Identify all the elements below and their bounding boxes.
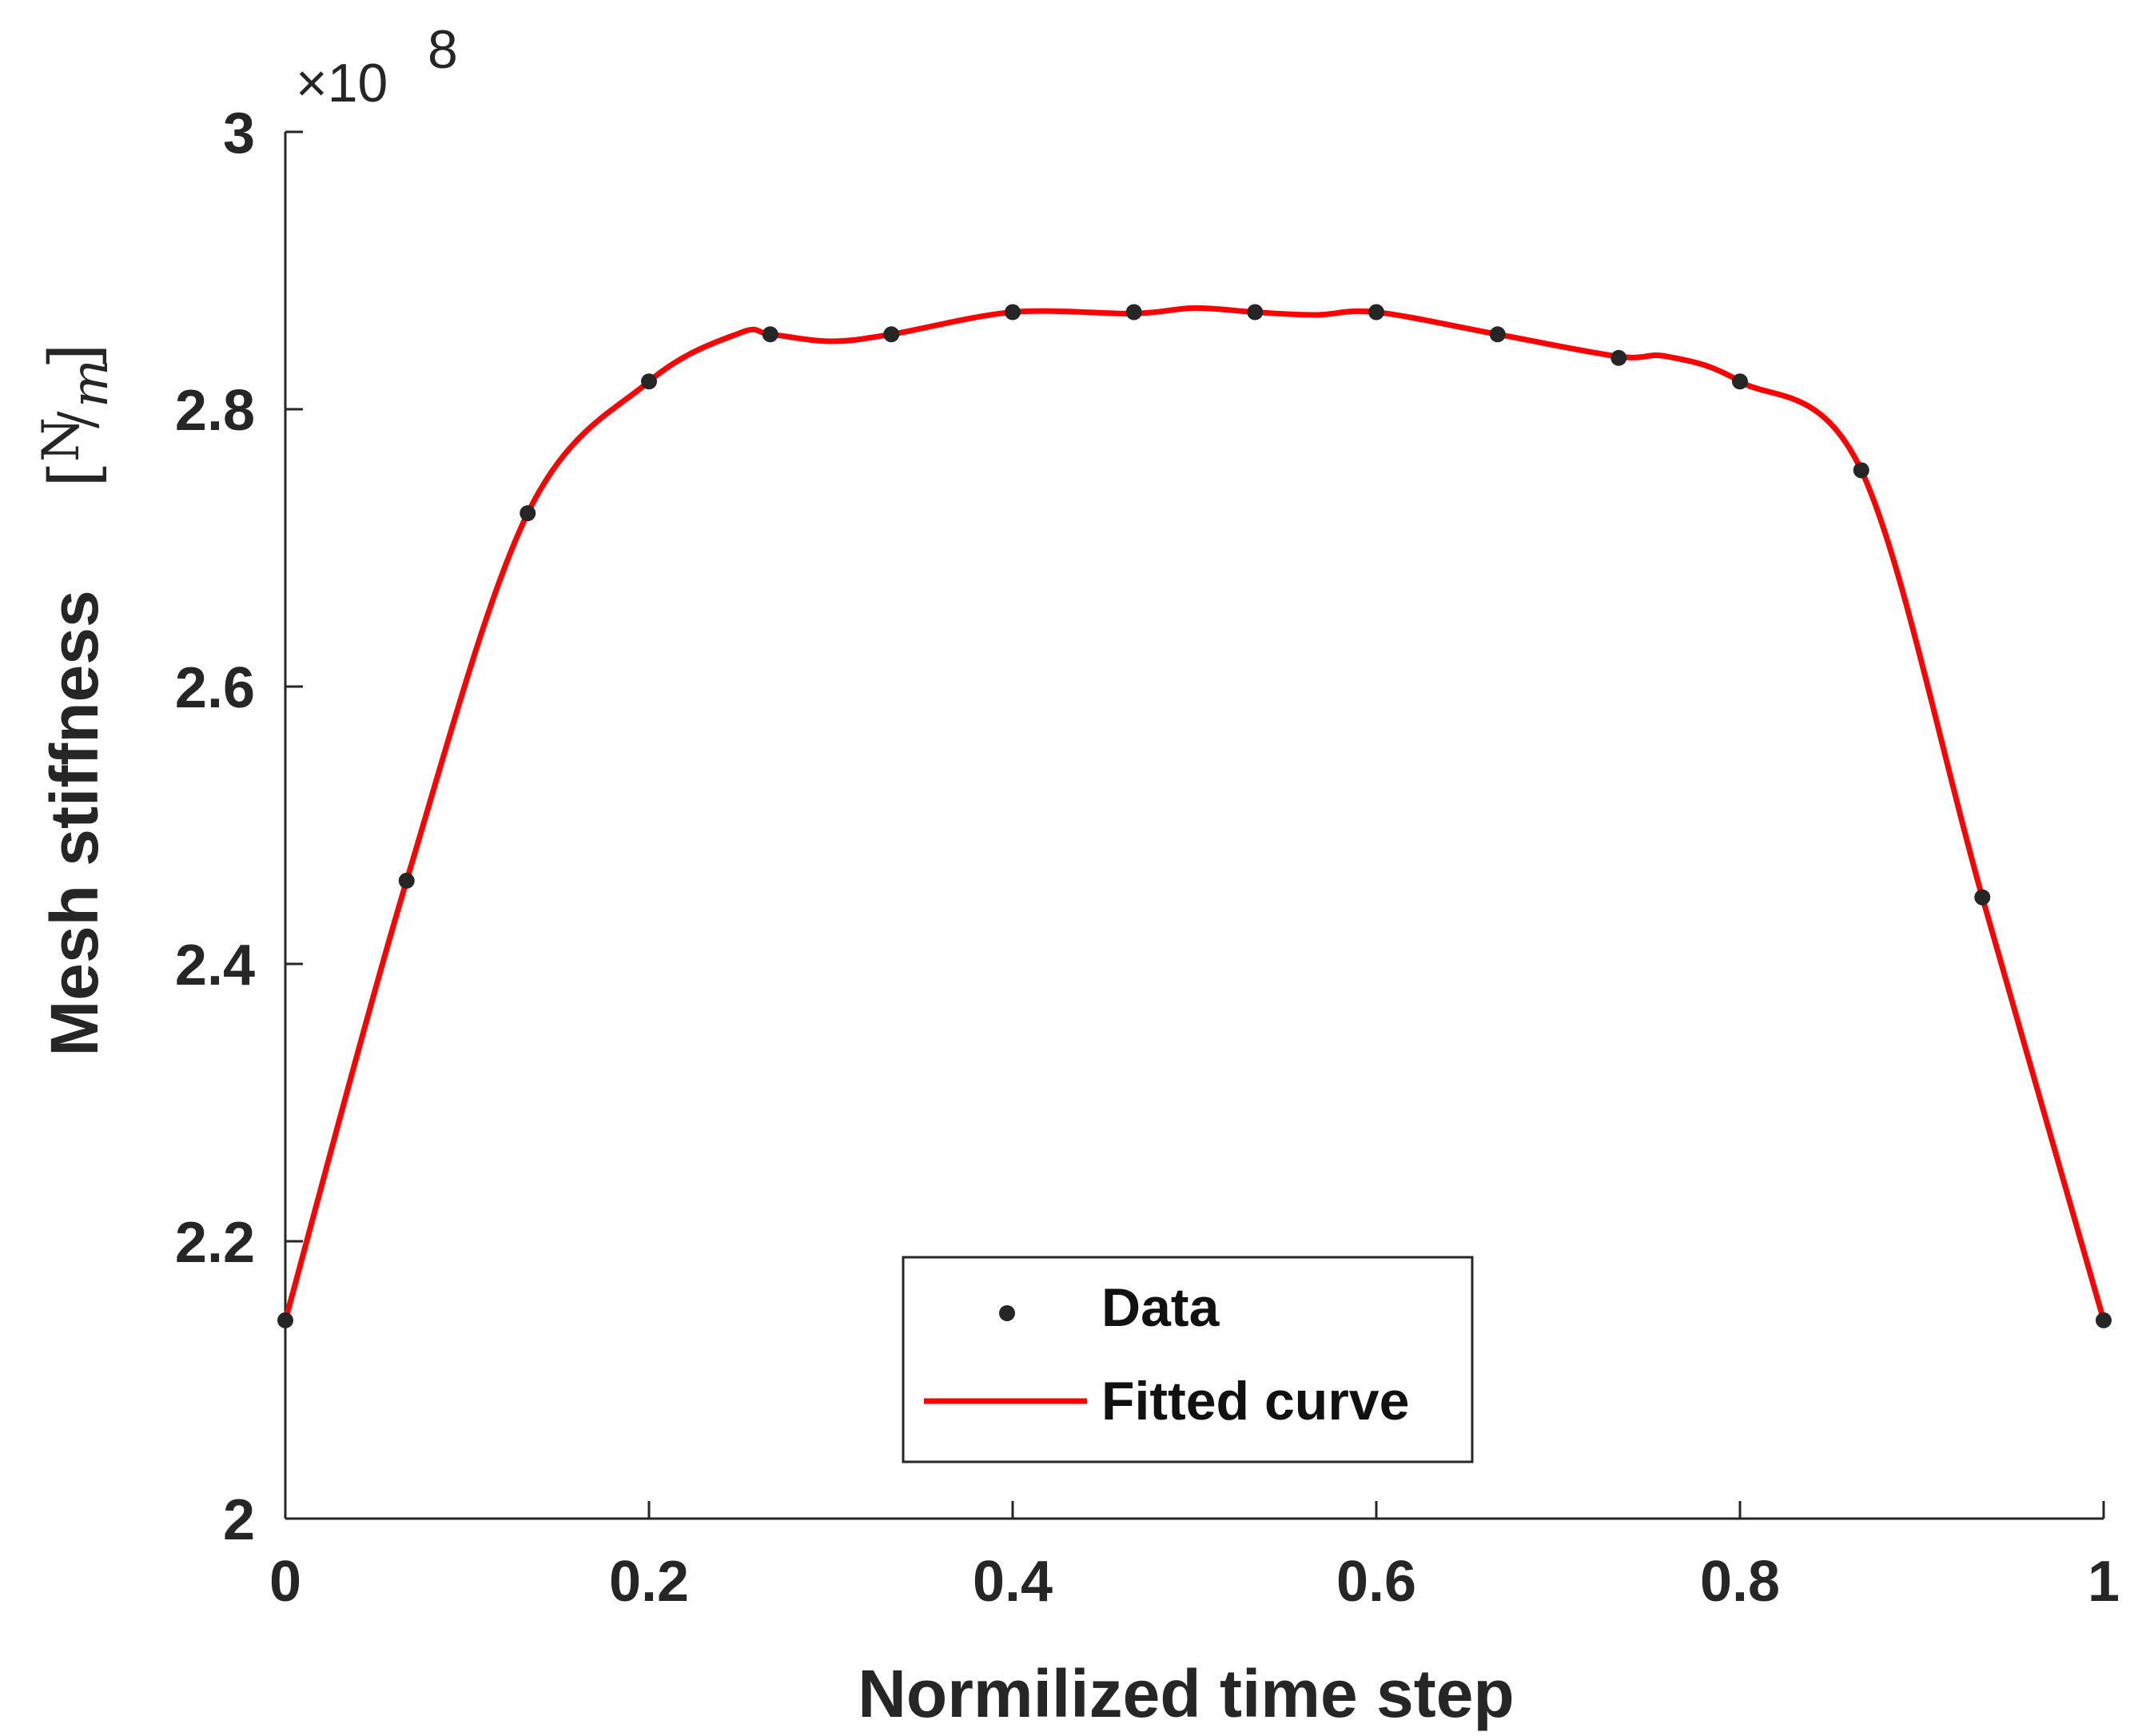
data-point (1368, 304, 1384, 321)
data-point (1974, 889, 1991, 906)
y-axis-unit-denominator: m (61, 359, 120, 408)
y-tick-label: 3 (223, 102, 255, 165)
legend-label-fitted-curve: Fitted curve (1101, 1371, 1409, 1431)
y-tick-label: 2.4 (175, 934, 255, 997)
x-tick-label: 0.6 (1336, 1550, 1416, 1614)
y-ticks: 2 2.2 2.4 2.6 2.8 3 (175, 102, 303, 1552)
x-axis-label: Normilized time step (858, 1656, 1515, 1731)
data-point (1247, 304, 1264, 321)
y-axis-label-group: Mesh stiffness [ N / m ] (32, 343, 120, 1057)
y-tick-label: 2 (223, 1488, 255, 1552)
y-axis-label: Mesh stiffness (37, 590, 112, 1057)
x-tick-label: 0.4 (973, 1550, 1053, 1614)
legend-label-data: Data (1101, 1277, 1220, 1338)
y-tick-label: 2.8 (175, 379, 255, 443)
x-tick-label: 0 (269, 1550, 301, 1614)
y-axis-unit-close-bracket: ] (35, 343, 113, 369)
y-tick-label: 2.6 (175, 656, 255, 720)
legend-data-marker (999, 1305, 1015, 1321)
data-point (1005, 304, 1021, 321)
data-point (1489, 326, 1506, 343)
data-point (520, 505, 536, 522)
x-ticks: 0 0.2 0.4 0.6 0.8 1 (269, 1501, 2120, 1614)
y-exponent-power: 8 (428, 19, 458, 80)
data-point (1610, 349, 1627, 366)
legend: Data Fitted curve (902, 1256, 1474, 1463)
y-axis-unit-numerator: N (32, 417, 91, 462)
series-layer (277, 304, 2112, 1328)
data-point (2096, 1312, 2112, 1328)
data-point (277, 1312, 293, 1328)
data-point (641, 373, 657, 390)
y-axis-unit-open-bracket: [ (35, 461, 113, 488)
data-point (1853, 462, 1869, 479)
y-axis-unit-slash: / (48, 411, 107, 428)
legend-box (902, 1256, 1474, 1463)
data-point (1125, 304, 1142, 321)
data-point (398, 872, 415, 889)
data-point (1732, 373, 1748, 390)
data-point (883, 326, 900, 343)
y-exponent-label: ×10 8 (296, 19, 458, 113)
x-tick-label: 0.2 (609, 1550, 689, 1614)
x-tick-label: 1 (2088, 1550, 2120, 1614)
y-tick-label: 2.2 (175, 1211, 255, 1275)
x-tick-label: 0.8 (1700, 1550, 1780, 1614)
data-point (762, 326, 778, 343)
y-exponent-base: ×10 (296, 53, 388, 113)
